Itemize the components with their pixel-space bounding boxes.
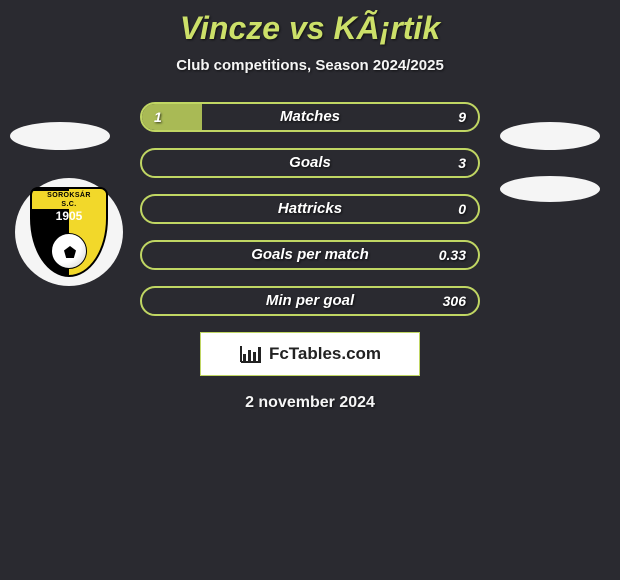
stat-label: Matches: [142, 104, 478, 130]
page-subtitle: Club competitions, Season 2024/2025: [0, 57, 620, 74]
stat-row: Goals per match0.33: [140, 240, 480, 270]
site-badge[interactable]: FcTables.com: [200, 332, 420, 376]
stat-right-value: 3: [458, 150, 466, 176]
club-banner: SOROKSÁR S.C.: [32, 191, 106, 209]
site-label: FcTables.com: [269, 344, 381, 364]
soccer-ball-icon: [51, 233, 87, 269]
stat-right-value: 306: [443, 288, 466, 314]
team-right-placeholder-2: [500, 176, 600, 202]
stats-container: 1Matches9 Goals3 Hattricks0 Goals per match…: [140, 102, 480, 316]
team-right-placeholder-1: [500, 122, 600, 150]
club-banner-bottom: S.C.: [61, 201, 76, 208]
footer-date: 2 november 2024: [0, 394, 620, 412]
stat-right-value: 0: [458, 196, 466, 222]
stat-right-value: 9: [458, 104, 466, 130]
stat-row: Min per goal306: [140, 286, 480, 316]
club-year: 1905: [32, 209, 106, 223]
stat-row: Hattricks0: [140, 194, 480, 224]
stat-row: 1Matches9: [140, 102, 480, 132]
team-left-placeholder: [10, 122, 110, 150]
stat-label: Hattricks: [142, 196, 478, 222]
stat-row: Goals3: [140, 148, 480, 178]
page-title: Vincze vs KÃ¡rtik: [0, 0, 620, 47]
club-logo: SOROKSÁR S.C. 1905: [15, 178, 123, 286]
stat-label: Min per goal: [142, 288, 478, 314]
club-banner-top: SOROKSÁR: [47, 192, 91, 199]
bar-chart-icon: [239, 344, 263, 364]
stat-label: Goals per match: [142, 242, 478, 268]
club-shield: SOROKSÁR S.C. 1905: [30, 187, 108, 277]
stat-label: Goals: [142, 150, 478, 176]
stat-right-value: 0.33: [439, 242, 466, 268]
